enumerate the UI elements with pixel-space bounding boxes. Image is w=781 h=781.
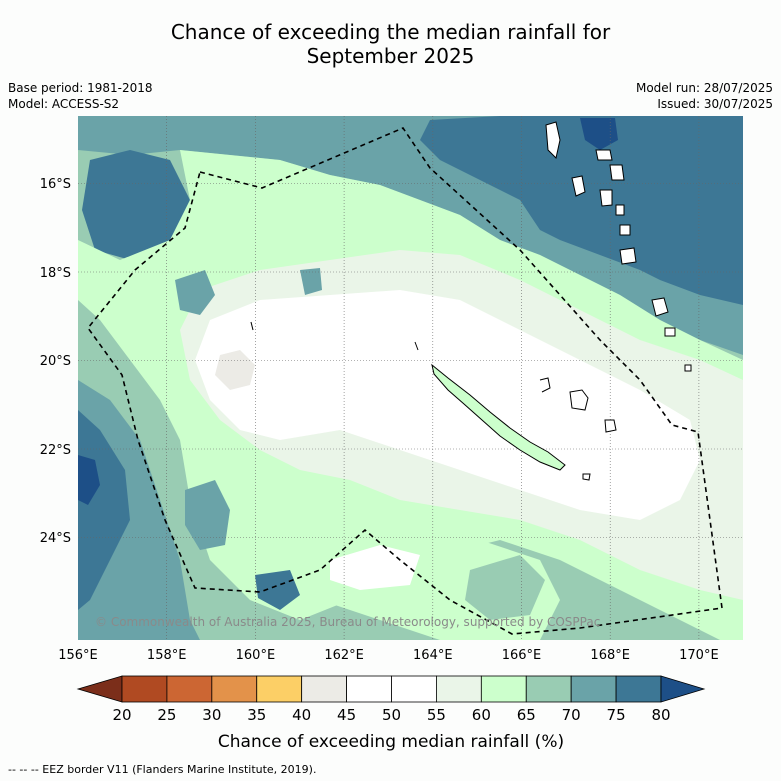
belep-islands: [414, 341, 419, 351]
lon-tick-label: 160°E: [236, 648, 276, 663]
contour-55-central: [195, 290, 700, 520]
contour-70-west-blob: [175, 270, 215, 315]
contour-75-west: [82, 150, 190, 260]
latitude-ticks: 16°S 18°S 20°S 22°S 24°S: [40, 177, 71, 546]
base-period: Base period: 1981-2018: [8, 81, 153, 95]
map-title-line1: Chance of exceeding the median rainfall …: [170, 20, 611, 44]
lon-tick-label: 164°E: [413, 648, 453, 663]
colorbar-tick-label: 50: [382, 706, 401, 724]
model-name: Model: ACCESS-S2: [8, 97, 120, 111]
chesterfield-islands: [250, 321, 254, 331]
colorbar-extend-high: [660, 675, 706, 703]
longitude-ticks: 156°E 158°E 160°E 162°E 164°E 166°E 168°…: [58, 648, 718, 663]
mare-island: [604, 419, 617, 433]
colorbar-tick-label: 35: [247, 706, 266, 724]
colorbar-extend-low: [76, 675, 123, 703]
colorbar-swatch: [121, 675, 168, 703]
lon-tick-label: 162°E: [324, 648, 364, 663]
lon-tick-label: 158°E: [147, 648, 187, 663]
colorbar-tick-label: 55: [427, 706, 446, 724]
contour-75-north: [420, 116, 743, 305]
ouvea-island: [539, 377, 551, 393]
issued-date: Issued: 30/07/2025: [657, 97, 773, 111]
contour-55-south: [330, 545, 420, 590]
lon-tick-label: 170°E: [679, 648, 719, 663]
contour-80-southwest: [78, 455, 100, 505]
colorbar-swatch: [480, 675, 527, 703]
colorbar-tick-label: 65: [517, 706, 536, 724]
contour-45-patch: [215, 350, 255, 390]
eez-border: [86, 127, 723, 635]
colorbar-swatch: [615, 675, 662, 703]
lat-tick-label: 16°S: [40, 177, 71, 192]
contour-70-south: [465, 555, 545, 620]
colorbar-swatch: [301, 675, 347, 703]
colorbar-swatch: [570, 675, 617, 703]
colorbar-swatch: [211, 675, 258, 703]
model-run: Model run: 28/07/2025: [635, 81, 773, 95]
colorbar-tick-label: 45: [337, 706, 356, 724]
lat-tick-label: 20°S: [40, 354, 71, 369]
rainfall-map: [78, 116, 743, 640]
colorbar-tick-label: 30: [202, 706, 221, 724]
contour-70-east-blob: [300, 268, 322, 295]
contour-80-north: [580, 118, 618, 150]
lon-tick-label: 156°E: [58, 648, 98, 663]
lat-tick-label: 22°S: [40, 443, 71, 458]
eez-legend-footer: -- -- -- EEZ border V11 (Flanders Marine…: [8, 763, 317, 776]
contour-75-south-blob: [255, 570, 300, 610]
map-title-line2: September 2025: [306, 44, 475, 68]
copyright-notice: © Commonwealth of Australia 2025, Bureau…: [95, 615, 600, 629]
lat-tick-label: 18°S: [40, 266, 71, 281]
colorbar-tick-label: 75: [607, 706, 626, 724]
lon-tick-label: 168°E: [590, 648, 630, 663]
colorbar: [76, 675, 706, 703]
colorbar-swatch: [256, 675, 303, 703]
colorbar-tick-label: 40: [292, 706, 311, 724]
colorbar-tick-label: 60: [472, 706, 491, 724]
lon-tick-label: 166°E: [502, 648, 542, 663]
lifou-island: [569, 389, 589, 411]
colorbar-swatch: [436, 675, 482, 703]
colorbar-tick-label: 80: [651, 706, 670, 724]
colorbar-tick-label: 20: [112, 706, 131, 724]
colorbar-labels: 20 25 30 35 40 45 50 55 60 65 70 75 80: [112, 706, 670, 724]
new-caledonia-island: [431, 363, 566, 471]
colorbar-swatch: [391, 675, 437, 703]
lat-tick-label: 24°S: [40, 531, 71, 546]
colorbar-tick-label: 70: [562, 706, 581, 724]
colorbar-swatch: [525, 675, 572, 703]
vanuatu-islands: [545, 121, 692, 372]
colorbar-swatch: [346, 675, 392, 703]
colorbar-swatch: [166, 675, 213, 703]
colorbar-title: Chance of exceeding median rainfall (%): [218, 732, 564, 752]
contour-70-mid-south: [185, 480, 230, 550]
isle-of-pines: [582, 473, 591, 481]
colorbar-tick-label: 25: [157, 706, 176, 724]
